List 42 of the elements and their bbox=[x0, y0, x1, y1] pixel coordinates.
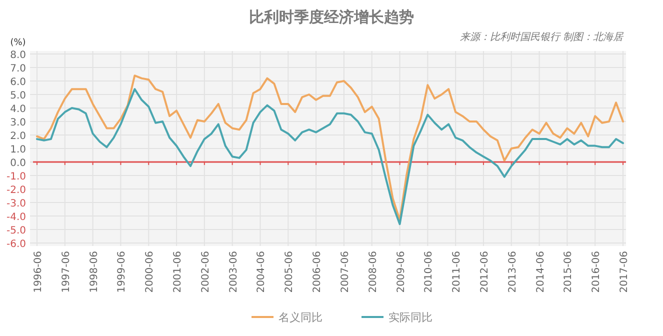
x-tick-label: 2009-06 bbox=[396, 251, 407, 293]
y-tick-label: 1.0 bbox=[10, 144, 26, 156]
legend-label: 名义同比 bbox=[278, 311, 322, 324]
source-note: 来源：比利时国民银行 制图：北海居 bbox=[460, 31, 624, 43]
y-tick-label: -2.0 bbox=[6, 185, 26, 196]
x-tick-label: 2012-06 bbox=[479, 251, 490, 293]
y-tick-label: 6.0 bbox=[10, 77, 26, 88]
x-tick-label: 2004-06 bbox=[256, 251, 268, 293]
y-tick-label: 0.0 bbox=[10, 158, 26, 169]
x-tick-label: 2008-06 bbox=[368, 251, 379, 293]
x-tick-label: 2014-06 bbox=[535, 251, 546, 293]
y-tick-label: -4.0 bbox=[6, 212, 26, 223]
x-tick-label: 2011-06 bbox=[452, 251, 463, 293]
y-tick-label: 7.0 bbox=[10, 64, 26, 74]
y-tick-label: -3.0 bbox=[6, 198, 26, 210]
y-tick-label: 2.0 bbox=[10, 131, 26, 142]
x-tick-label: 2017-06 bbox=[619, 251, 630, 293]
y-tick-label: 8.0 bbox=[10, 50, 26, 61]
y-tick-label: -6.0 bbox=[6, 239, 26, 250]
x-tick-label: 2006-06 bbox=[312, 251, 324, 293]
x-tick-label: 2013-06 bbox=[507, 251, 518, 293]
y-tick-label: 4.0 bbox=[10, 104, 26, 115]
x-tick-label: 2001-06 bbox=[172, 251, 184, 293]
y-tick-label: 3.0 bbox=[10, 118, 26, 128]
y-tick-label: -1.0 bbox=[6, 172, 26, 182]
x-tick-label: 1998-06 bbox=[88, 251, 100, 293]
x-tick-label: 2016-06 bbox=[591, 251, 602, 293]
y-tick-label: 5.0 bbox=[10, 90, 26, 102]
x-tick-label: 2010-06 bbox=[424, 251, 435, 293]
x-tick-label: 1996-06 bbox=[33, 251, 44, 293]
legend-label: 实际同比 bbox=[388, 311, 432, 324]
x-tick-label: 2000-06 bbox=[144, 251, 156, 293]
x-tick-label: 2003-06 bbox=[228, 251, 240, 293]
x-tick-label: 2015-06 bbox=[563, 251, 574, 293]
x-tick-label: 1999-06 bbox=[116, 251, 128, 293]
chart-title: 比利时季度经济增长趋势 bbox=[249, 8, 414, 26]
y-tick-label: -5.0 bbox=[6, 226, 26, 236]
x-tick-label: 2002-06 bbox=[200, 251, 212, 293]
x-tick-label: 1997-06 bbox=[60, 251, 72, 293]
y-axis-title: (%) bbox=[10, 38, 26, 48]
x-tick-label: 2007-06 bbox=[340, 251, 351, 293]
x-tick-label: 2005-06 bbox=[284, 251, 296, 293]
